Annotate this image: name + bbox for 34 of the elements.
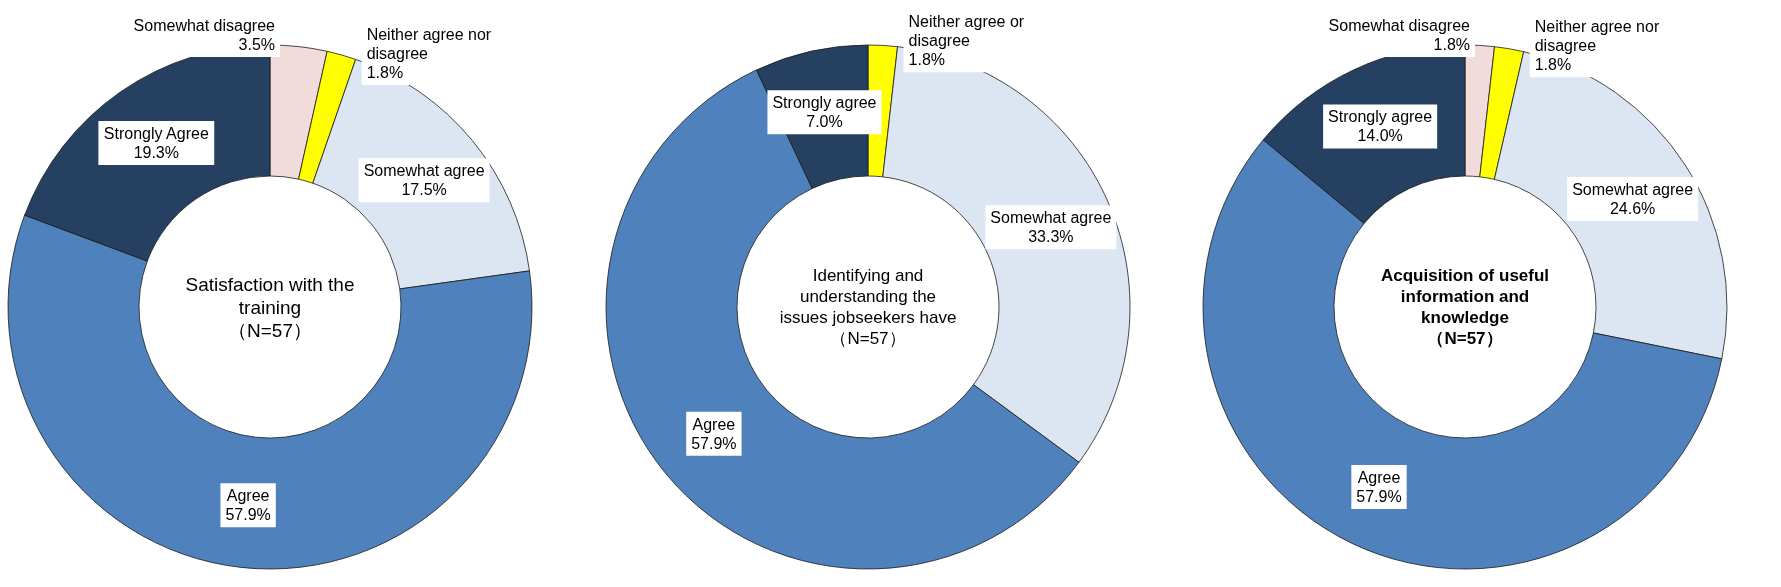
slice-label: Strongly agree [771,94,877,112]
slice-label: Strongly Agree [103,125,209,143]
data-label: 57.9% [225,506,271,524]
slice-label: Somewhat agree [1572,180,1694,198]
slice-label: Agree [1357,469,1401,487]
data-label: 1.8% [908,51,945,69]
data-label: 7.0% [805,113,843,131]
slice-label: Somewhat disagree [133,17,276,34]
data-label: 1.8% [1534,56,1572,74]
data-label: 14.0% [1357,127,1403,145]
slice-label: Agree [692,415,735,433]
slice-label: Neither agree nor disagree [366,25,492,62]
data-label: 19.3% [133,144,179,162]
slice-label: Strongly agree [1328,108,1433,126]
data-label: 1.8% [1433,36,1470,53]
text: （N=57） [228,319,312,341]
slice-label: Somewhat agree [363,162,485,180]
data-label: 24.6% [1609,199,1656,217]
text: （N=57） [1427,329,1503,348]
slice-label: Agree [226,487,270,505]
slice-label: Somewhat agree [989,209,1111,227]
data-label: 57.9% [690,434,737,452]
data-label: 17.5% [401,181,447,199]
text: Acquisition of useful information and knowledge [1380,266,1550,327]
text: （N=57） [829,329,906,348]
slice-label: Neither agree or disagree [908,13,1025,50]
data-label: 1.8% [366,63,404,81]
data-label: 33.3% [1027,228,1074,246]
text: Identifying and understanding the issues jobseekers have [779,266,956,327]
data-label: 57.9% [1356,488,1402,506]
text: Satisfaction with the training [185,273,355,318]
slice-label: Neither agree nor disagree [1534,18,1660,55]
slice-label: Somewhat disagree [1328,17,1471,34]
data-label: 3.5% [238,36,275,53]
